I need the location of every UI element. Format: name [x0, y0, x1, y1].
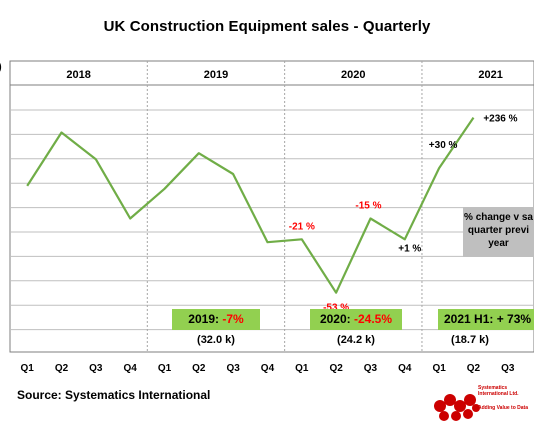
x-tick-label: Q3	[501, 363, 515, 374]
x-tick-label: Q1	[295, 363, 309, 374]
year-label: 2021	[478, 69, 502, 81]
year-units-2019: (32.0 k)	[197, 334, 235, 346]
x-tick-label: Q3	[226, 363, 240, 374]
x-tick-label: Q4	[398, 363, 412, 374]
x-tick-label: Q2	[467, 363, 481, 374]
point-annotation: +30 %	[429, 140, 458, 151]
plot-frame	[9, 60, 534, 353]
point-annotation: -21 %	[289, 221, 315, 232]
change-note-box: % change v sa quarter previ year	[463, 207, 534, 257]
year-summary-2019: 2019: -7%	[172, 309, 260, 330]
year-label: 2019	[204, 69, 228, 81]
x-tick-label: Q3	[364, 363, 378, 374]
point-annotation: -53 %	[323, 303, 349, 314]
year-units-2020: (24.2 k)	[337, 334, 375, 346]
point-annotation: -15 %	[355, 201, 381, 212]
year-summary-label: 2020:	[319, 312, 351, 326]
year-summary-label: 2019:	[188, 312, 219, 326]
systematics-logo	[434, 394, 480, 421]
y-axis-label-fragment: )	[0, 61, 2, 73]
year-units-2021: (18.7 k)	[451, 334, 489, 346]
x-tick-label: Q4	[123, 363, 137, 374]
x-tick-label: Q2	[329, 363, 343, 374]
change-note-line: % change v sa	[464, 212, 533, 223]
series-line	[26, 116, 475, 294]
year-summary-2020: 2020: -24.5%	[310, 309, 402, 330]
year-summary-2021: 2021 H1: + 73%	[438, 309, 534, 330]
year-summary-value: -24.5%	[354, 312, 393, 326]
year-label: 2020	[341, 69, 365, 81]
point-annotation: +1 %	[398, 243, 421, 254]
x-tick-label: Q2	[55, 363, 69, 374]
x-tick-label: Q1	[432, 363, 446, 374]
point-annotation: +236 %	[483, 114, 517, 125]
logo-name: Systematics International Ltd.	[478, 385, 519, 397]
year-summary-value: -7%	[222, 312, 244, 326]
year-summary-label: 2021 H1:	[444, 312, 494, 326]
source-note: Source: Systematics International	[17, 388, 211, 402]
x-tick-label: Q1	[20, 363, 34, 374]
logo-tagline: Adding Value to Data	[478, 405, 529, 411]
change-note-line: year	[488, 238, 509, 249]
change-note-line: quarter previ	[467, 225, 530, 236]
x-tick-label: Q4	[261, 363, 275, 374]
x-tick-label: Q2	[192, 363, 206, 374]
x-tick-label: Q1	[158, 363, 172, 374]
year-label: 2018	[66, 69, 90, 81]
x-tick-label: Q3	[89, 363, 103, 374]
chart-title: UK Construction Equipment sales - Quarte…	[103, 18, 431, 35]
year-summary-value: + 73%	[496, 312, 532, 326]
